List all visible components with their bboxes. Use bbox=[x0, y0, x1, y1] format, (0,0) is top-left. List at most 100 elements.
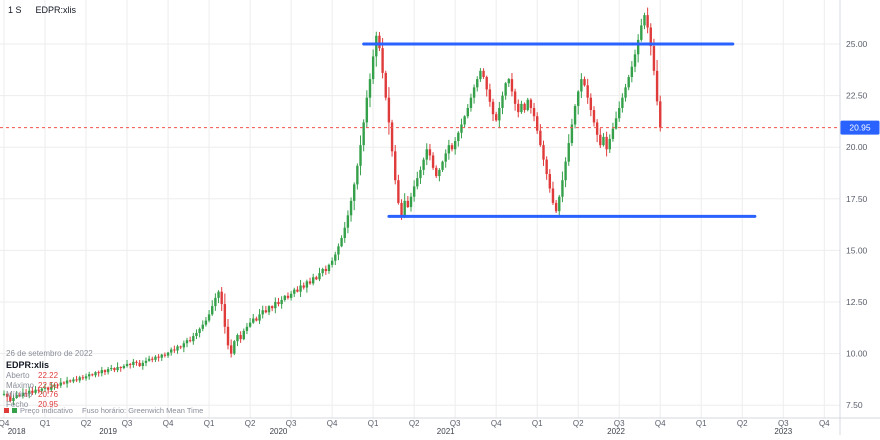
candle bbox=[330, 257, 334, 268]
candle bbox=[214, 293, 217, 311]
candle bbox=[46, 386, 50, 394]
quarter-tick-label: Q1 bbox=[696, 419, 707, 428]
candle bbox=[444, 149, 447, 168]
candle bbox=[343, 221, 346, 243]
candle bbox=[21, 388, 25, 399]
candle bbox=[491, 98, 495, 122]
candle bbox=[252, 314, 255, 324]
candle bbox=[110, 364, 113, 372]
candle bbox=[501, 91, 504, 115]
candle bbox=[580, 73, 583, 98]
open-row: Aberto 22.22 bbox=[6, 371, 93, 381]
time-axis[interactable]: Q4 Q1 Q2 Q3 Q4 Q1 Q2 Q3 Q4 Q1 Q2 Q3 Q4 Q1 Q2 Q3 Q4 Q1 Q2 Q3… bbox=[0, 419, 830, 436]
price-tick-label: 7.50 bbox=[846, 400, 863, 410]
open-value: 22.22 bbox=[38, 371, 59, 380]
candle bbox=[192, 332, 195, 345]
quarter-tick-label: Q2 bbox=[737, 419, 748, 428]
year-tick-label: 2023 bbox=[774, 427, 792, 435]
candle bbox=[255, 316, 258, 322]
candle bbox=[318, 267, 321, 282]
candle bbox=[447, 139, 451, 160]
legend-date: 26 de setembro de 2022 bbox=[6, 349, 93, 358]
candle bbox=[611, 122, 615, 142]
quarter-tick-label: Q1 bbox=[204, 419, 215, 428]
candle bbox=[87, 371, 91, 380]
candle bbox=[125, 360, 129, 368]
candle bbox=[62, 381, 66, 385]
price-axis[interactable]: 25.00 22.50 20.00 17.50 15.00 12.50 10.00 7.50 bbox=[846, 39, 868, 410]
candle bbox=[264, 305, 268, 314]
up-marker-icon bbox=[12, 408, 17, 413]
candle bbox=[428, 143, 432, 161]
candle bbox=[602, 133, 605, 147]
candles-layer bbox=[2, 7, 662, 406]
candle bbox=[100, 366, 104, 377]
candle bbox=[43, 383, 47, 392]
candle bbox=[460, 118, 463, 139]
candle bbox=[409, 192, 413, 212]
candle bbox=[185, 337, 189, 348]
down-marker-icon bbox=[4, 408, 9, 413]
candle bbox=[621, 93, 624, 113]
quarter-tick-label: Q4 bbox=[491, 419, 502, 428]
candle bbox=[97, 370, 100, 377]
candle bbox=[217, 290, 220, 304]
candle bbox=[630, 61, 634, 83]
candle bbox=[394, 144, 397, 185]
high-value: 22.50 bbox=[38, 380, 59, 390]
candle bbox=[466, 104, 469, 119]
candle bbox=[179, 345, 182, 350]
candle bbox=[532, 102, 536, 122]
price-tick-label: 25.00 bbox=[846, 39, 868, 49]
candle bbox=[166, 351, 170, 358]
symbol-label[interactable]: EDPR:xlis bbox=[35, 5, 77, 15]
year-tick-label: 2019 bbox=[99, 427, 117, 435]
quarter-tick-label: Q3 bbox=[286, 419, 297, 428]
candle bbox=[529, 98, 533, 114]
year-tick-label: 2022 bbox=[607, 427, 625, 435]
open-label: Aberto bbox=[6, 371, 30, 380]
candle bbox=[561, 171, 564, 203]
candle bbox=[248, 317, 252, 328]
year-tick-label: 2018 bbox=[8, 427, 26, 435]
quarter-tick-label: Q2 bbox=[573, 419, 584, 428]
candle bbox=[482, 68, 485, 79]
quarter-tick-label: Q4 bbox=[0, 419, 10, 428]
candle bbox=[640, 18, 643, 42]
candle bbox=[618, 101, 621, 122]
candle bbox=[305, 279, 309, 293]
footnote: Preço indicativo Fuso horário: Greenwich… bbox=[4, 406, 203, 415]
candle bbox=[28, 386, 31, 399]
candle bbox=[592, 106, 596, 127]
candle bbox=[242, 328, 245, 341]
candle bbox=[201, 320, 204, 332]
timezone-label[interactable]: Fuso horário: Greenwich Mean Time bbox=[81, 406, 204, 415]
candle bbox=[422, 157, 425, 176]
candle bbox=[258, 309, 261, 324]
candle bbox=[334, 251, 337, 266]
price-tick-label: 20.00 bbox=[846, 142, 868, 152]
candle bbox=[50, 382, 53, 392]
candle bbox=[504, 82, 507, 100]
candle bbox=[9, 392, 12, 403]
candle bbox=[655, 60, 659, 106]
close-value: 20.95 bbox=[38, 399, 59, 409]
candle bbox=[296, 286, 299, 293]
price-tick-label: 17.50 bbox=[846, 194, 868, 204]
candle bbox=[346, 210, 350, 234]
candle bbox=[517, 99, 520, 118]
candle bbox=[595, 119, 599, 143]
candle bbox=[586, 78, 589, 104]
candle bbox=[507, 77, 510, 88]
candle bbox=[646, 7, 649, 34]
candle bbox=[138, 359, 141, 368]
candle bbox=[220, 287, 223, 311]
quarter-tick-label: Q2 bbox=[81, 419, 92, 428]
candle bbox=[270, 305, 274, 312]
low-label: Mínimo bbox=[6, 390, 33, 399]
quarter-tick-label: Q1 bbox=[368, 419, 379, 428]
candle bbox=[545, 156, 548, 180]
quarter-tick-label: Q3 bbox=[450, 419, 461, 428]
